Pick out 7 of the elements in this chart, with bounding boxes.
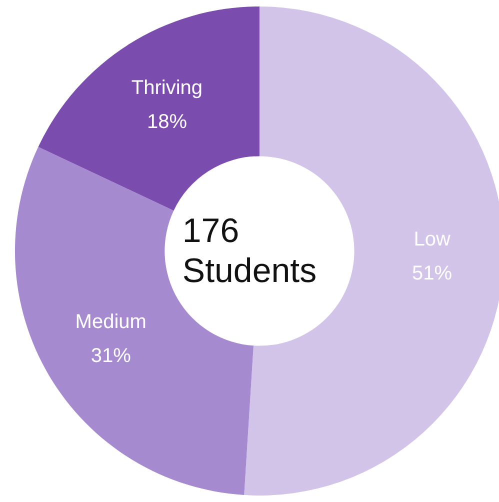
slice-label: Thriving (131, 77, 203, 100)
text: 176 Students (182, 212, 317, 290)
slice-label: Low (414, 228, 451, 250)
slice-label: Medium (75, 310, 146, 333)
data-label: 51% (412, 262, 452, 284)
data-label: 31% (90, 344, 132, 367)
data-label: 18% (146, 111, 188, 134)
